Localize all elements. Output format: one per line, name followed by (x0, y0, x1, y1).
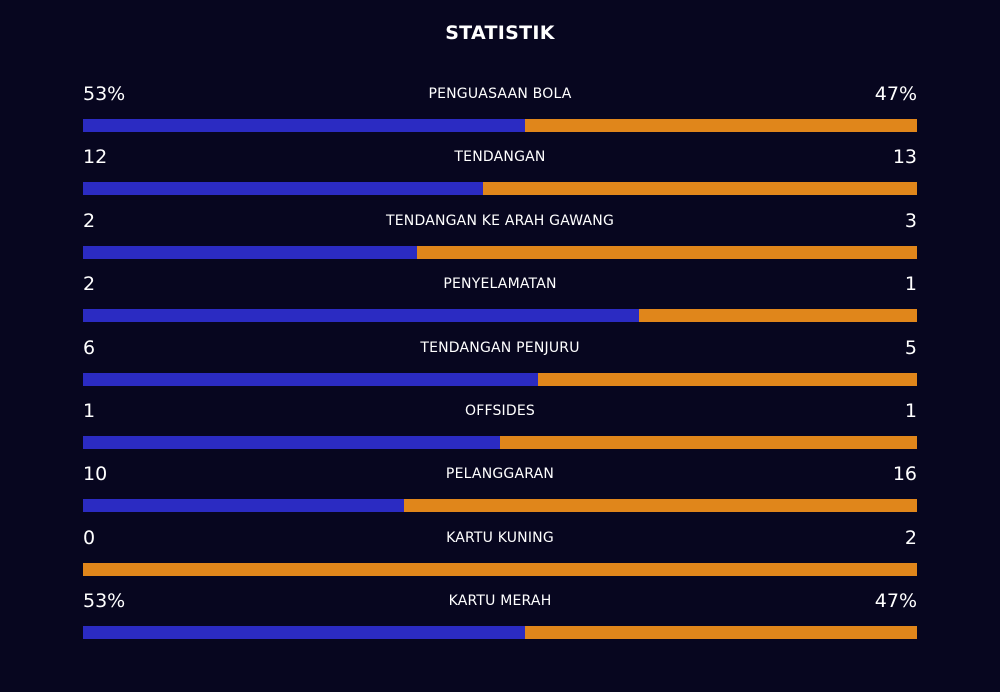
stat-row: 1 OFFSIDES 1 (83, 397, 917, 460)
stat-label: PENGUASAAN BOLA (428, 86, 572, 102)
away-value: 47% (874, 83, 917, 105)
away-value: 13 (892, 146, 917, 169)
home-value: 2 (83, 273, 96, 296)
home-bar-segment (83, 626, 526, 640)
stat-label: OFFSIDES (464, 402, 535, 419)
stat-row: 12 TENDANGAN 13 (83, 143, 917, 206)
stat-row: 2 PENYELAMATAN 1 (83, 270, 917, 333)
comparison-bar (83, 182, 917, 196)
comparison-bar (83, 499, 917, 513)
stat-label: PENYELAMATAN (443, 276, 557, 293)
stat-row: 53% PENGUASAAN BOLA 47% (83, 80, 917, 143)
away-value: 47% (874, 590, 917, 613)
stat-label: TENDANGAN (454, 149, 546, 166)
stat-label: TENDANGAN KE ARAH GAWANG (385, 212, 614, 229)
away-value: 2 (904, 526, 917, 549)
stats-title: STATISTIK (445, 22, 555, 44)
home-value: 10 (83, 463, 108, 486)
comparison-bar (83, 245, 917, 259)
comparison-bar (83, 119, 917, 132)
away-bar-segment (83, 562, 917, 576)
comparison-bar (83, 372, 917, 386)
away-bar-segment (483, 182, 917, 196)
stats-list: 53% PENGUASAAN BOLA 47% 12 TENDANGAN 13 2 TENDA… (83, 80, 917, 651)
home-value: 53% (83, 590, 126, 613)
stat-label: KARTU MERAH (448, 593, 552, 610)
comparison-bar (83, 309, 917, 323)
away-bar-segment (537, 372, 917, 386)
away-value: 1 (904, 399, 917, 422)
comparison-bar (83, 435, 917, 449)
home-bar-segment (83, 372, 538, 386)
stat-label: KARTU KUNING (446, 529, 554, 546)
stat-row: 2 TENDANGAN KE ARAH GAWANG 3 (83, 207, 917, 270)
away-bar-segment (525, 119, 917, 132)
stat-row: 10 PELANGGARAN 16 (83, 460, 917, 523)
home-value: 1 (83, 399, 96, 422)
home-value: 12 (83, 146, 108, 169)
away-bar-segment (404, 499, 917, 513)
home-value: 0 (83, 526, 96, 549)
stat-row: 53% KARTU MERAH 47% (83, 587, 917, 650)
home-value: 2 (83, 209, 96, 232)
home-bar-segment (83, 309, 640, 323)
home-value: 53% (83, 83, 126, 105)
home-bar-segment (83, 435, 500, 449)
home-bar-segment (83, 119, 526, 132)
away-value: 5 (904, 336, 917, 359)
away-bar-segment (416, 245, 917, 259)
away-value: 3 (904, 209, 917, 232)
comparison-bar (83, 562, 917, 576)
comparison-bar (83, 626, 917, 640)
home-bar-segment (83, 245, 417, 259)
home-bar-segment (83, 499, 405, 513)
stat-row: 6 TENDANGAN PENJURU 5 (83, 334, 917, 397)
away-bar-segment (500, 435, 917, 449)
away-value: 16 (892, 463, 917, 486)
away-bar-segment (525, 626, 917, 640)
stat-label: TENDANGAN PENJURU (420, 339, 580, 356)
away-bar-segment (639, 309, 917, 323)
home-value: 6 (83, 336, 96, 359)
stat-label: PELANGGARAN (445, 466, 555, 483)
home-bar-segment (83, 182, 484, 196)
away-value: 1 (904, 273, 917, 296)
stat-row: 0 KARTU KUNING 2 (83, 524, 917, 587)
